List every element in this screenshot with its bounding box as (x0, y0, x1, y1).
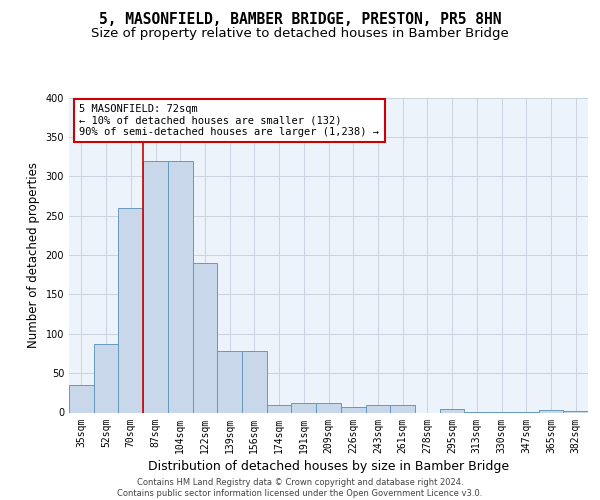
Bar (143, 160, 168, 412)
Bar (440, 410, 464, 412)
Y-axis label: Number of detached properties: Number of detached properties (27, 162, 40, 348)
Bar (292, 403, 316, 412)
Bar (365, 406, 390, 412)
Text: 5, MASONFIELD, BAMBER BRIDGE, PRESTON, PR5 8HN: 5, MASONFIELD, BAMBER BRIDGE, PRESTON, P… (99, 12, 501, 28)
Bar (563, 411, 588, 412)
Bar (118, 208, 143, 412)
Bar (267, 404, 292, 412)
Bar (94, 344, 118, 412)
Bar (69, 385, 94, 412)
Text: Size of property relative to detached houses in Bamber Bridge: Size of property relative to detached ho… (91, 28, 509, 40)
Bar (316, 403, 341, 412)
Bar (217, 351, 242, 412)
Text: 5 MASONFIELD: 72sqm
← 10% of detached houses are smaller (132)
90% of semi-detac: 5 MASONFIELD: 72sqm ← 10% of detached ho… (79, 104, 379, 137)
Bar (242, 351, 267, 412)
Bar (390, 404, 415, 412)
Bar (539, 410, 563, 412)
Bar (341, 407, 365, 412)
Bar (168, 160, 193, 412)
Text: Contains HM Land Registry data © Crown copyright and database right 2024.
Contai: Contains HM Land Registry data © Crown c… (118, 478, 482, 498)
Bar (193, 263, 217, 412)
X-axis label: Distribution of detached houses by size in Bamber Bridge: Distribution of detached houses by size … (148, 460, 509, 472)
